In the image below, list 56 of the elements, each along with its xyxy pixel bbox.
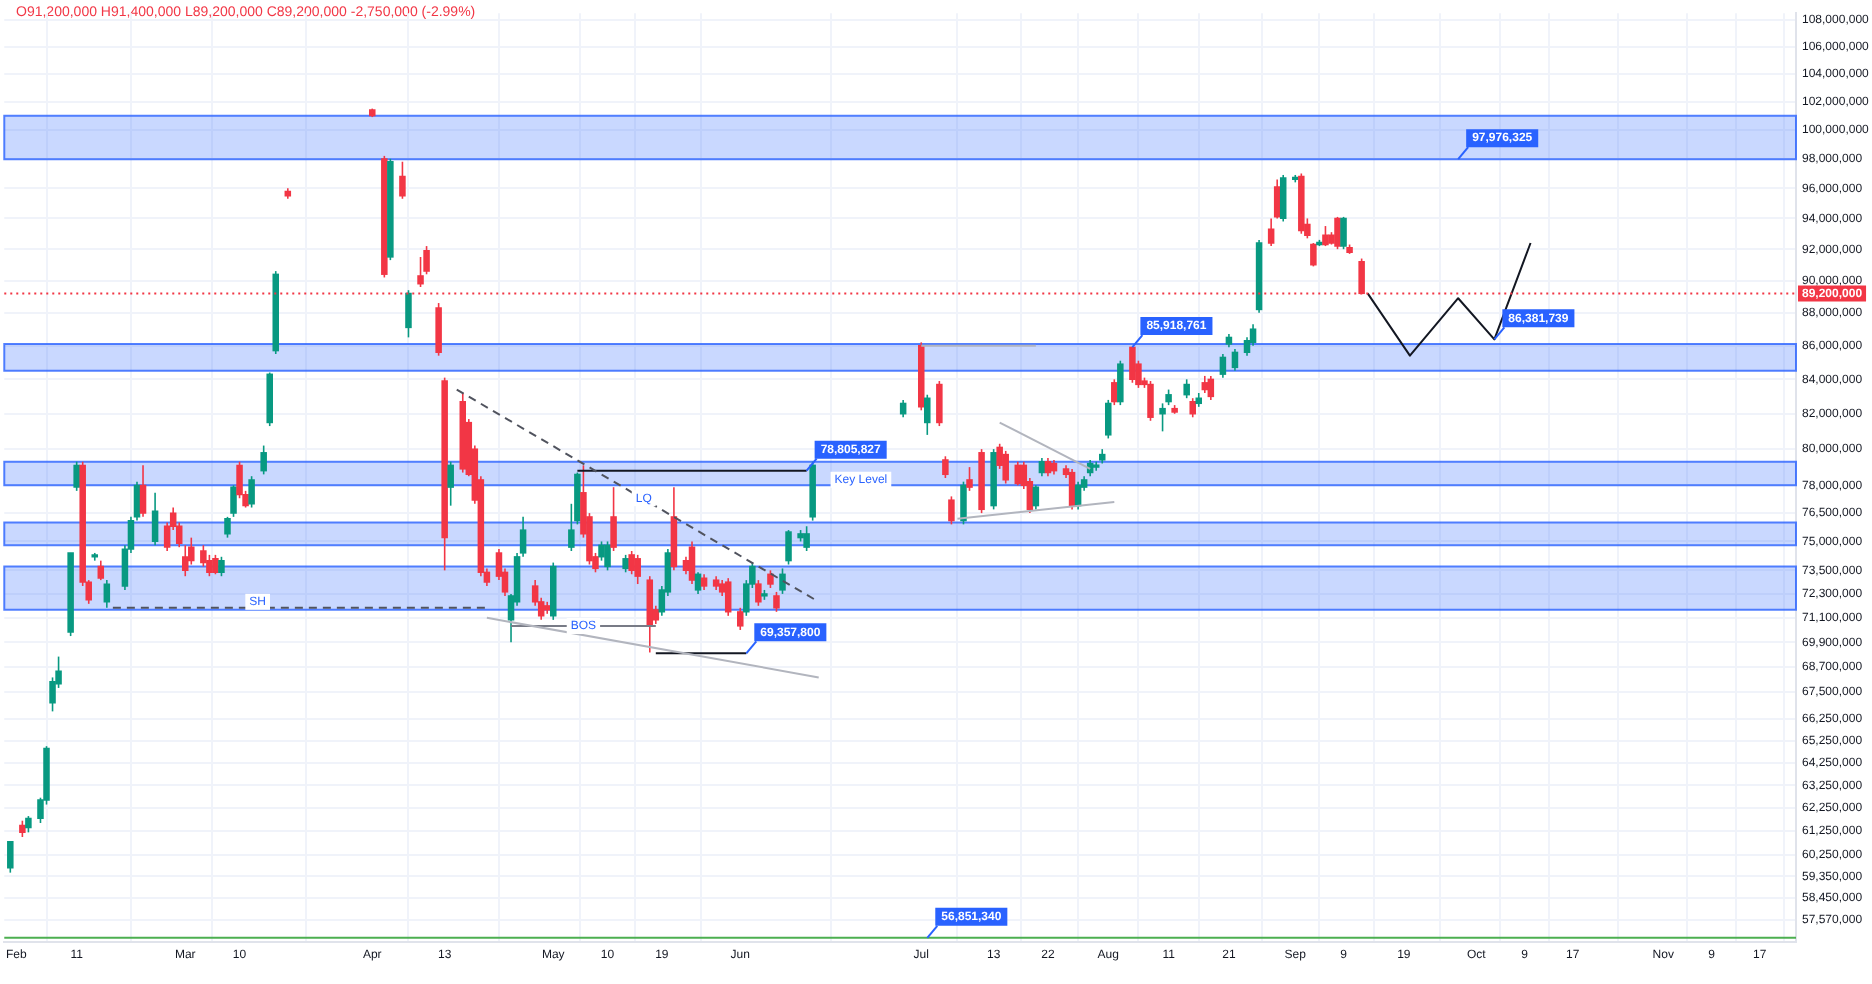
candlestick: [628, 550, 635, 576]
candlestick: [1189, 397, 1196, 419]
candlestick: [634, 554, 641, 585]
candlestick: [646, 575, 654, 654]
candlestick: [399, 160, 406, 200]
candlestick: [236, 460, 243, 500]
candlestick: [447, 460, 454, 507]
candlestick: [779, 567, 786, 595]
candlestick: [1129, 346, 1136, 384]
candlestick: [248, 475, 255, 509]
candlestick: [610, 486, 617, 552]
candlestick: [773, 591, 780, 613]
candlestick: [182, 544, 189, 577]
candlestick: [948, 495, 955, 526]
candlestick: [200, 544, 207, 568]
candlestick: [960, 480, 967, 526]
candlestick: [1105, 399, 1112, 440]
candlestick: [755, 579, 762, 607]
candlestick: [1231, 348, 1239, 372]
candlestick: [1068, 468, 1076, 511]
candlestick: [1310, 242, 1317, 268]
candlestick: [224, 516, 231, 539]
candlestick: [936, 380, 943, 427]
candlestick: [1267, 217, 1275, 247]
candlestick: [688, 540, 696, 585]
candlestick: [785, 529, 792, 566]
candlestick: [1147, 380, 1154, 422]
candlestick: [1279, 174, 1287, 223]
candlestick: [1273, 178, 1281, 220]
candlestick: [417, 256, 424, 288]
candlestick: [604, 540, 611, 572]
candlestick: [966, 466, 973, 492]
candlestick: [1159, 402, 1166, 433]
candlestick: [1014, 460, 1022, 487]
candlestick: [1117, 359, 1124, 406]
candlestick: [212, 554, 219, 576]
candlestick: [1183, 378, 1190, 399]
candlestick: [218, 555, 225, 577]
candlestick: [1207, 375, 1215, 401]
candlestick: [942, 455, 949, 479]
candlestick: [724, 577, 732, 617]
candlestick: [694, 571, 702, 595]
candlestick: [1038, 457, 1046, 477]
candlestick: [435, 302, 442, 357]
candlestick: [1219, 353, 1227, 379]
candlestick: [1002, 450, 1009, 485]
candlestick: [1111, 378, 1118, 406]
candlestick: [924, 393, 931, 436]
candlestick: [737, 607, 744, 631]
candlestick: [260, 444, 267, 476]
candlestick: [803, 525, 810, 552]
candlestick: [1334, 216, 1341, 250]
candlestick: [405, 289, 412, 339]
candlestick: [1340, 216, 1347, 250]
candlestick: [230, 484, 237, 518]
candlestick: [1044, 457, 1052, 477]
